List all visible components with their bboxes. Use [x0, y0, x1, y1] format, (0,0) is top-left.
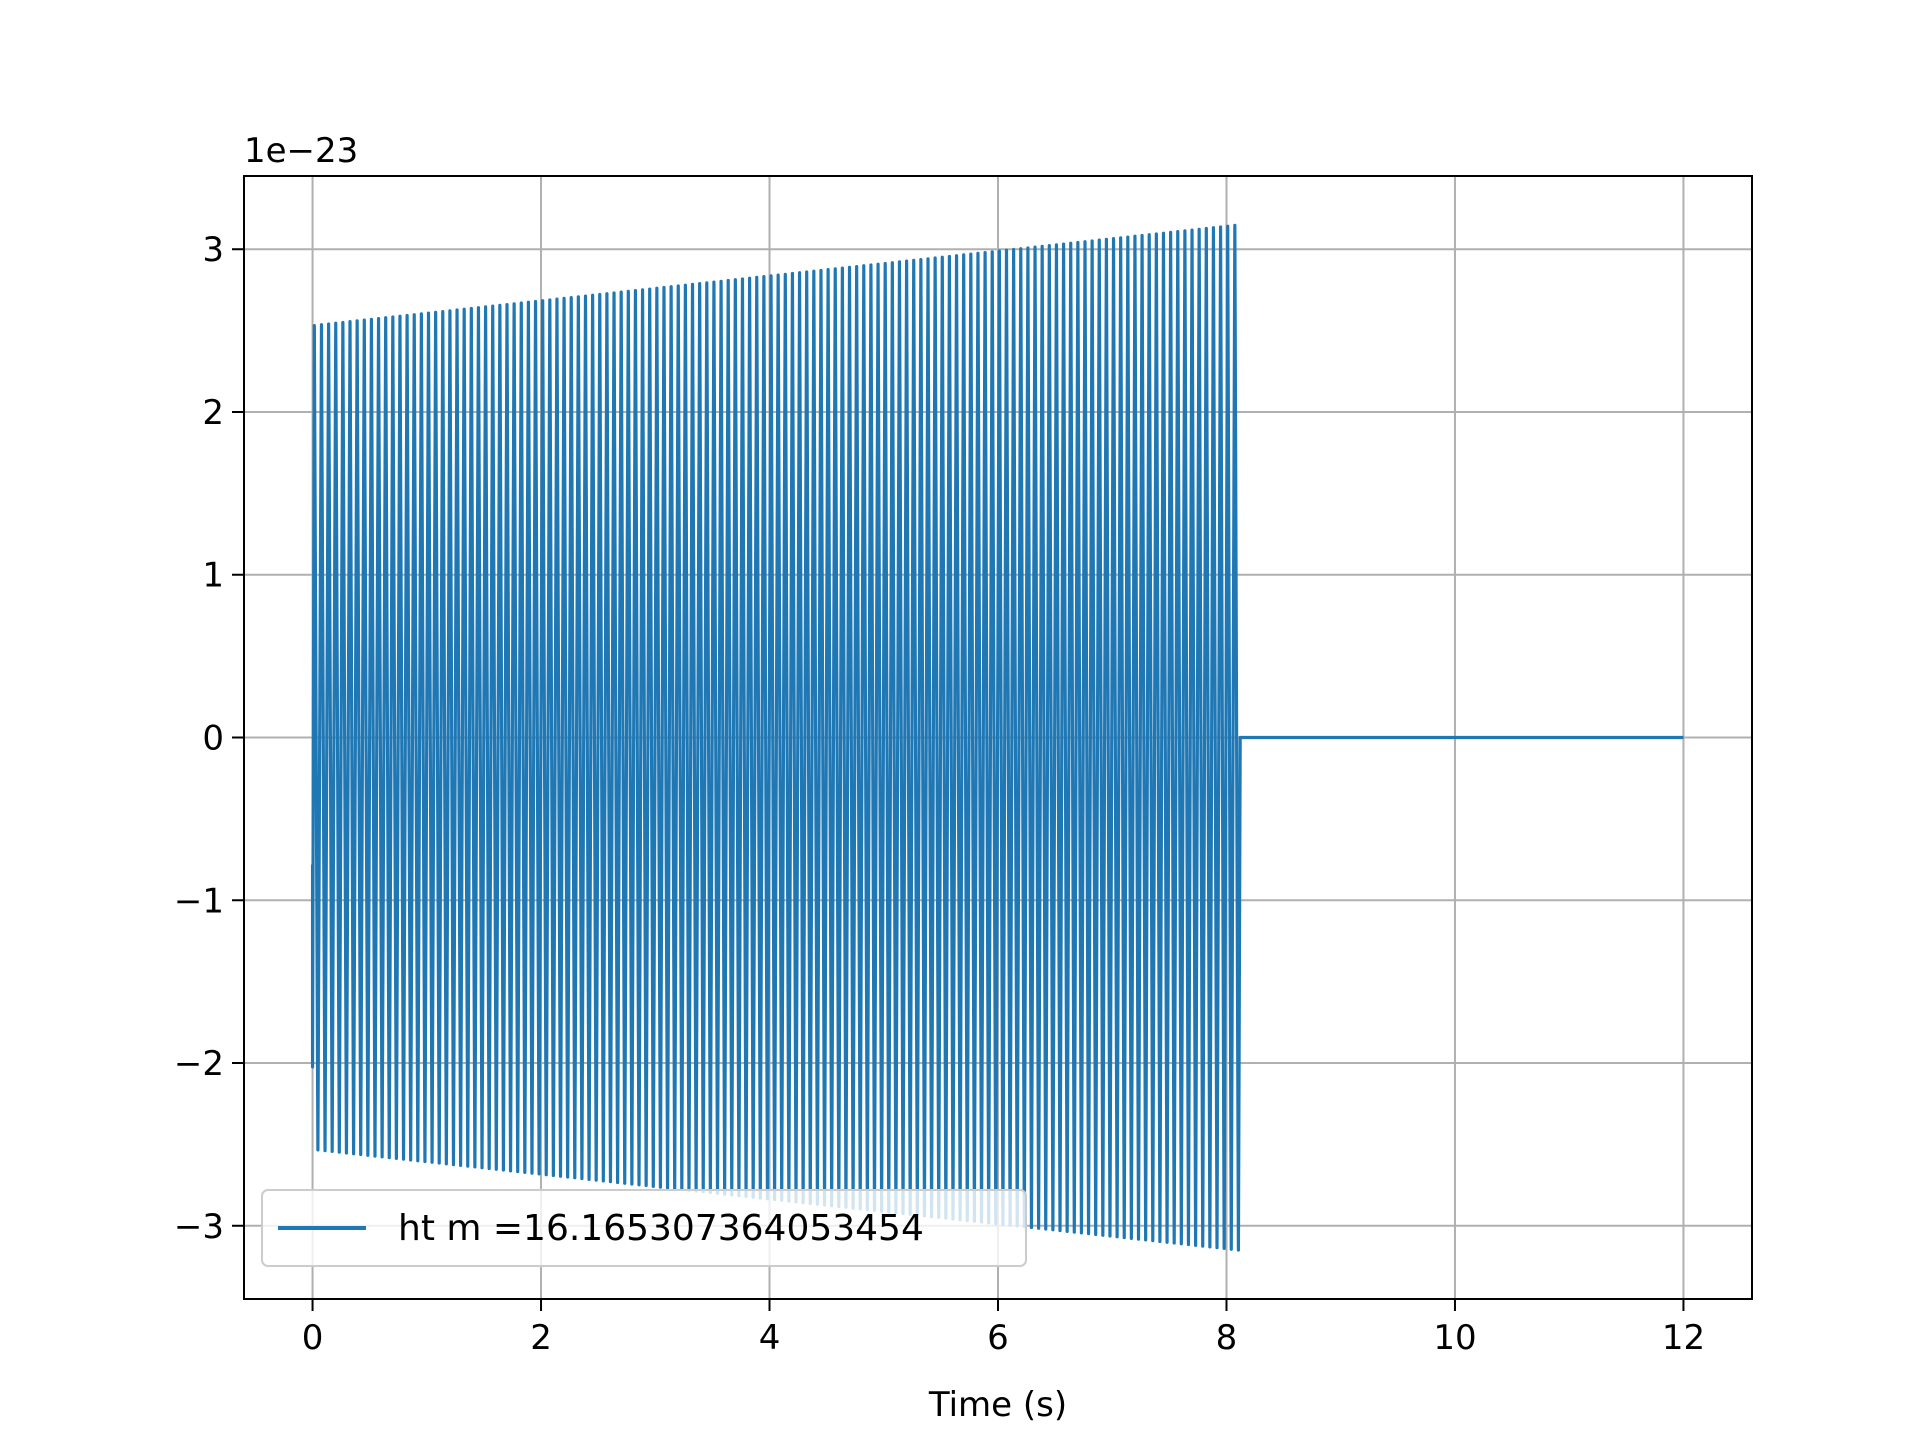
x-tick-label: 12: [1662, 1318, 1705, 1358]
legend: ht m =16.165307364053454: [261, 1189, 1027, 1267]
y-tick-label: −2: [174, 1044, 224, 1084]
legend-box: [261, 1189, 1027, 1267]
series-layer: [310, 223, 1684, 1252]
y-tick-label: 3: [202, 230, 224, 270]
y-tick-label: 2: [202, 393, 224, 433]
x-tick-label: 10: [1433, 1318, 1476, 1358]
x-tick-label: 4: [759, 1318, 781, 1358]
y-offset-label: 1e−23: [244, 131, 358, 171]
legend-label: ht m =16.165307364053454: [398, 1208, 924, 1249]
x-axis-label: Time (s): [928, 1385, 1067, 1425]
x-tick-label: 8: [1216, 1318, 1238, 1358]
y-tick-label: 0: [202, 719, 224, 759]
x-tick-label: 2: [530, 1318, 552, 1358]
y-tick-label: −3: [174, 1207, 224, 1247]
x-tick-label: 0: [302, 1318, 324, 1358]
y-axis: −3 −2 −1 0 1 2 3: [174, 230, 244, 1247]
x-tick-label: 6: [987, 1318, 1009, 1358]
series-line: [310, 223, 1684, 1252]
y-tick-label: −1: [174, 881, 224, 921]
y-tick-label: 1: [202, 556, 224, 596]
x-axis: 0 2 4 6 8 10 12: [302, 1299, 1705, 1358]
